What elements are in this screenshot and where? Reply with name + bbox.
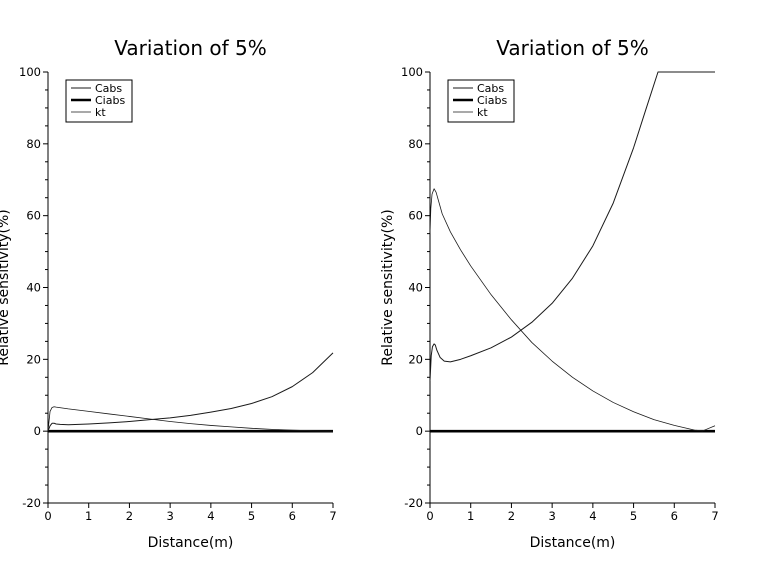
- series-line-cabs: [48, 352, 334, 432]
- legend-label-kt: kt: [477, 106, 488, 119]
- x-tick-label: 0: [44, 509, 51, 523]
- y-tick-label: 80: [408, 137, 423, 151]
- x-tick-label: 3: [548, 509, 555, 523]
- x-tick-label: 1: [467, 509, 474, 523]
- y-axis-label: Relative sensitivity(%): [380, 209, 396, 365]
- y-tick-label: 60: [26, 209, 41, 223]
- series-line-kt: [430, 188, 716, 432]
- y-tick-label: 60: [408, 209, 423, 223]
- x-tick-label: 4: [589, 509, 596, 523]
- y-tick-label: 20: [26, 352, 41, 366]
- y-tick-label: 0: [34, 424, 41, 438]
- y-tick-label: 100: [401, 65, 423, 79]
- legend-label-ciabs: Ciabs: [477, 94, 507, 107]
- y-tick-label: 0: [416, 424, 423, 438]
- x-tick-label: 4: [207, 509, 214, 523]
- y-tick-label: 40: [26, 281, 41, 295]
- x-tick-label: 5: [630, 509, 637, 523]
- x-tick-label: 6: [671, 509, 678, 523]
- legend-label-ciabs: Ciabs: [95, 94, 125, 107]
- x-tick-label: 2: [126, 509, 133, 523]
- chart-title: Variation of 5%: [114, 36, 266, 60]
- x-axis-label: Distance(m): [148, 535, 234, 551]
- x-tick-label: 6: [289, 509, 296, 523]
- x-tick-label: 5: [248, 509, 255, 523]
- x-tick-label: 2: [508, 509, 515, 523]
- y-tick-label: 100: [19, 65, 41, 79]
- series-line-cabs: [430, 71, 715, 381]
- chart-title: Variation of 5%: [496, 36, 648, 60]
- y-tick-label: -20: [404, 496, 423, 510]
- legend-label-cabs: Cabs: [95, 82, 122, 95]
- legend-label-cabs: Cabs: [477, 82, 504, 95]
- legend-label-kt: kt: [95, 106, 106, 119]
- y-tick-label: 40: [408, 281, 423, 295]
- x-axis-label: Distance(m): [530, 535, 616, 551]
- y-tick-label: 80: [26, 137, 41, 151]
- y-axis-label: Relative sensitivity(%): [0, 209, 12, 365]
- x-tick-label: 7: [329, 509, 336, 523]
- x-tick-label: 1: [85, 509, 92, 523]
- y-tick-label: -20: [22, 496, 41, 510]
- x-tick-label: 7: [711, 509, 718, 523]
- series-line-kt: [48, 406, 334, 432]
- y-tick-label: 20: [408, 352, 423, 366]
- x-tick-label: 3: [166, 509, 173, 523]
- x-tick-label: 0: [426, 509, 433, 523]
